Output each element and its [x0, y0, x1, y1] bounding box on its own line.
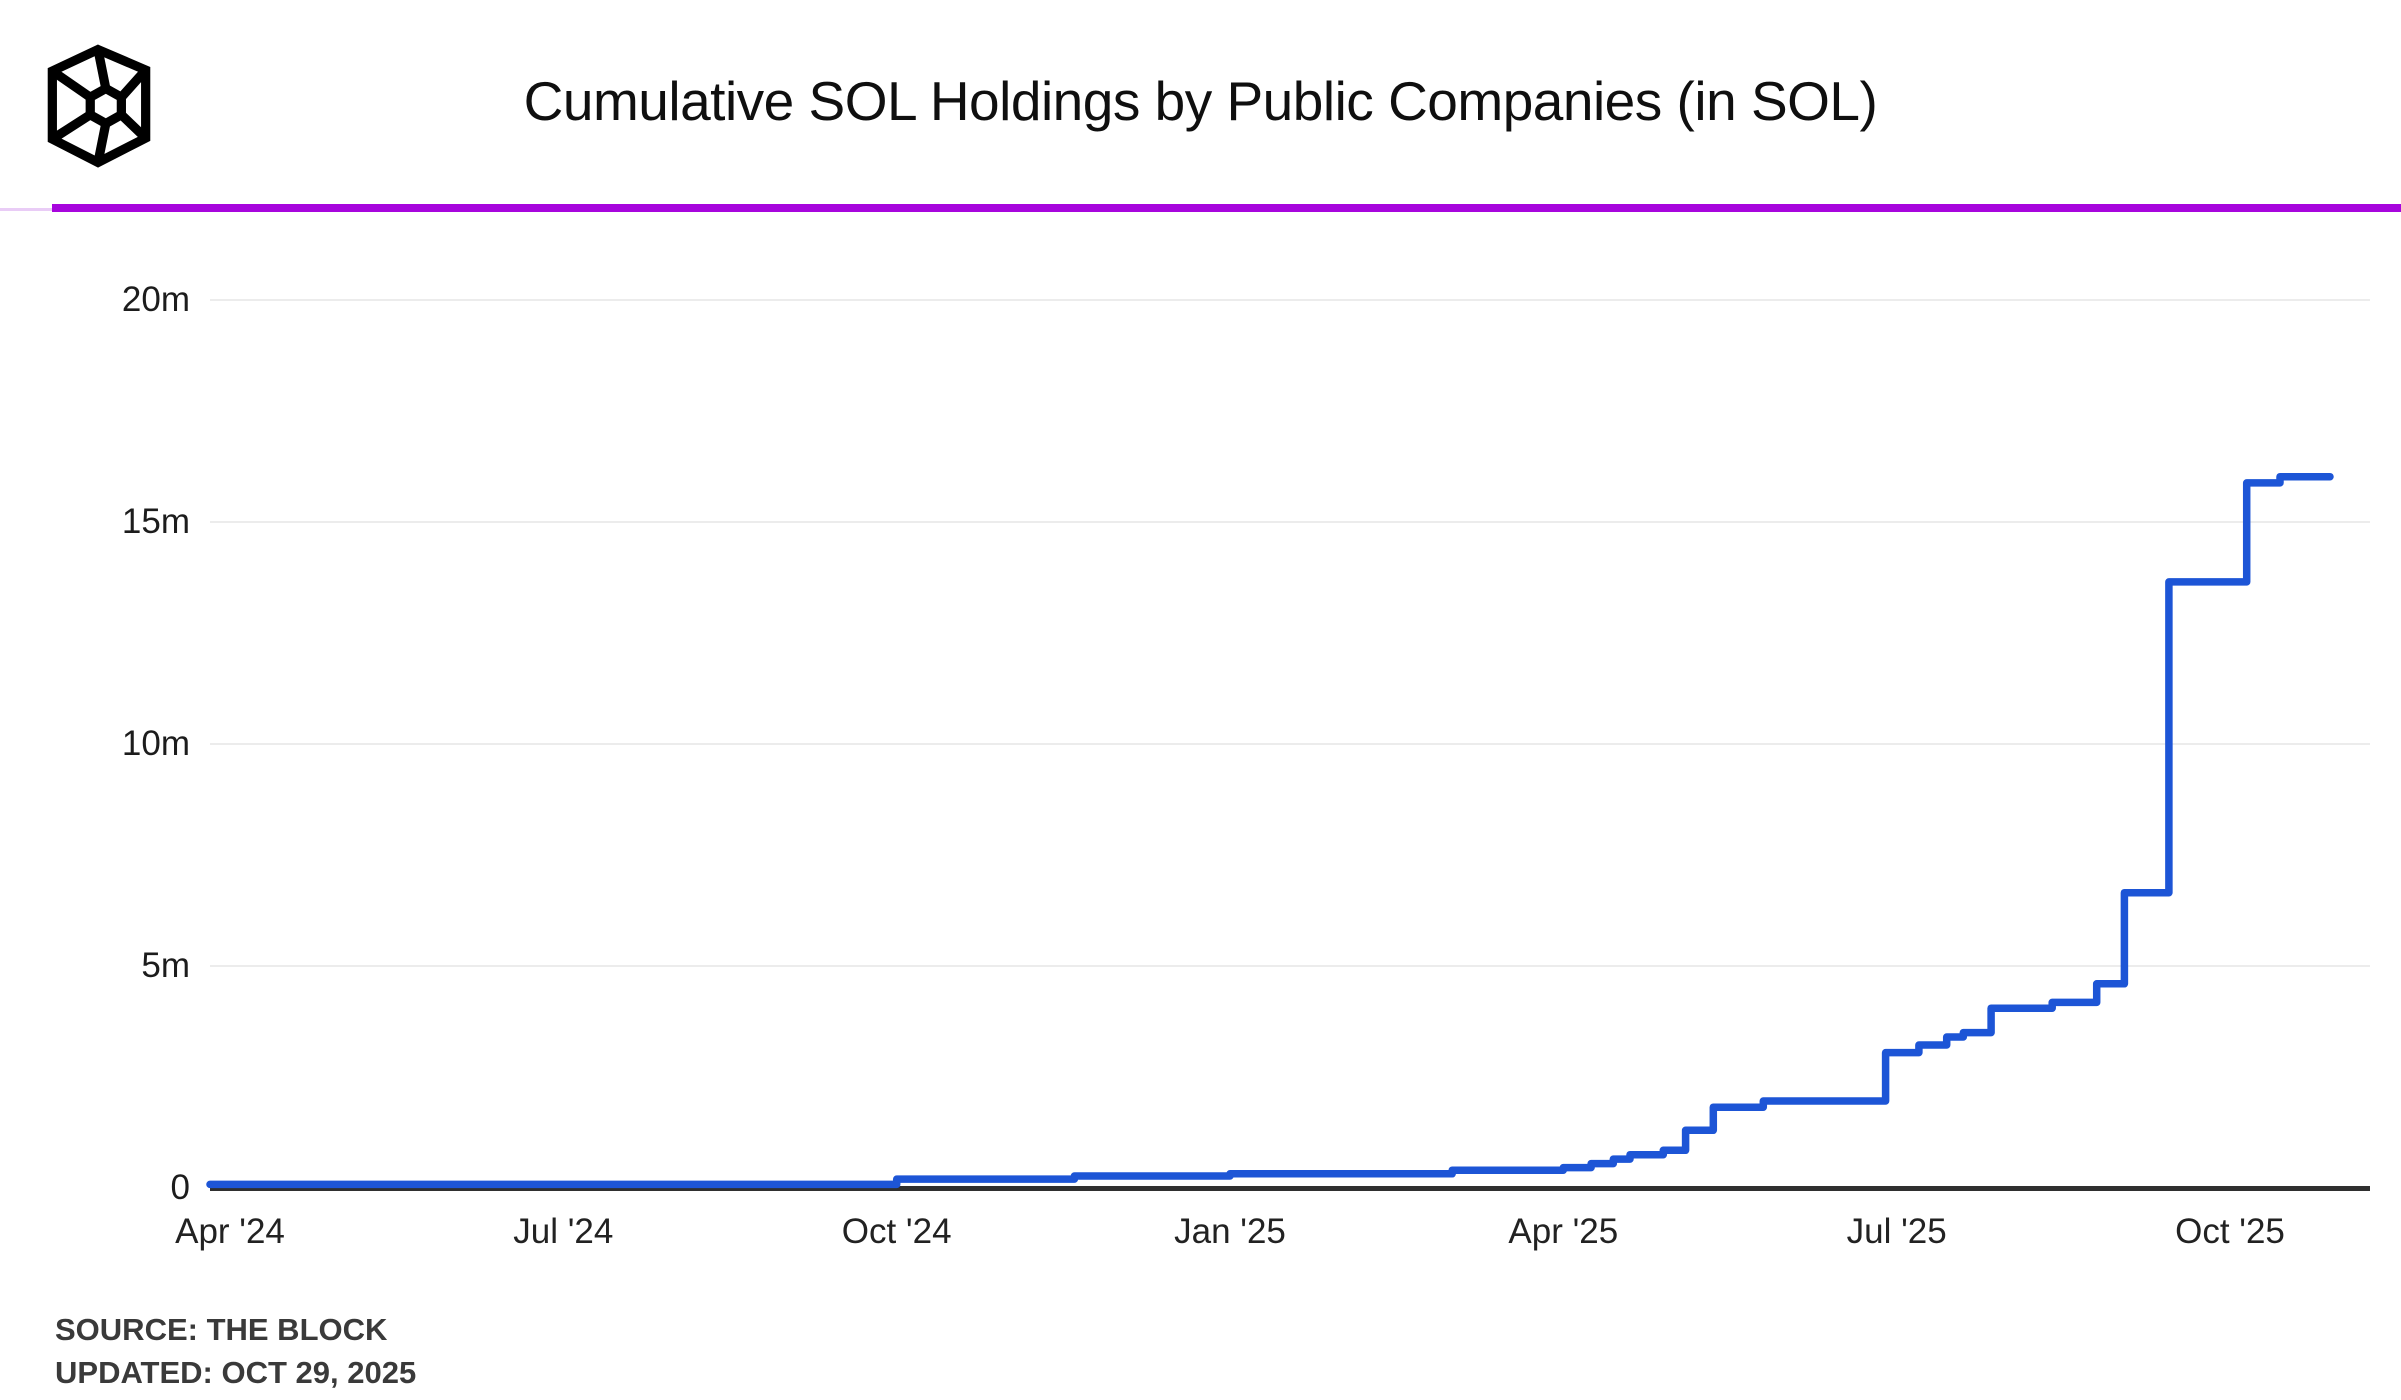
- x-tick-label: Oct '24: [841, 1212, 952, 1251]
- x-tick-label: Jul '24: [513, 1212, 614, 1251]
- x-tick-label: Oct '25: [2175, 1212, 2285, 1251]
- plot-area: 0 5m 10m 15m 20m Apr '24 Jul '24 Oct '24 Jan '2…: [122, 280, 2370, 1251]
- gridline-15m: [210, 521, 2370, 523]
- y-tick-label: 5m: [141, 946, 190, 985]
- x-tick-label: Jul '25: [1846, 1212, 1947, 1251]
- x-tick-label: Apr '24: [175, 1212, 285, 1251]
- gridline-5m: [210, 965, 2370, 967]
- x-tick-label: Apr '25: [1508, 1212, 1619, 1251]
- updated-text: UPDATED: OCT 29, 2025: [55, 1355, 417, 1390]
- sol-holdings-step-line: [206, 472, 2334, 1189]
- gridline-20m: [210, 299, 2370, 301]
- the-block-logo: [38, 36, 160, 176]
- attribution: SOURCE: THE BLOCK UPDATED: OCT 29, 2025: [55, 1308, 416, 1394]
- y-tick-label: 10m: [121, 724, 190, 763]
- source-text: SOURCE: THE BLOCK: [55, 1312, 388, 1347]
- series-path: [206, 472, 2334, 1189]
- page-title: Cumulative SOL Holdings by Public Compan…: [523, 70, 1878, 132]
- gridline-10m: [210, 743, 2370, 745]
- x-tick-label: Jan '25: [1174, 1212, 1286, 1251]
- x-axis-line: [210, 1186, 2370, 1191]
- y-tick-label: 15m: [121, 502, 190, 541]
- y-tick-label: 20m: [121, 280, 190, 319]
- y-tick-label: 0: [170, 1168, 190, 1207]
- accent-rule: [52, 204, 2401, 212]
- the-block-cube-logo: [47, 44, 151, 168]
